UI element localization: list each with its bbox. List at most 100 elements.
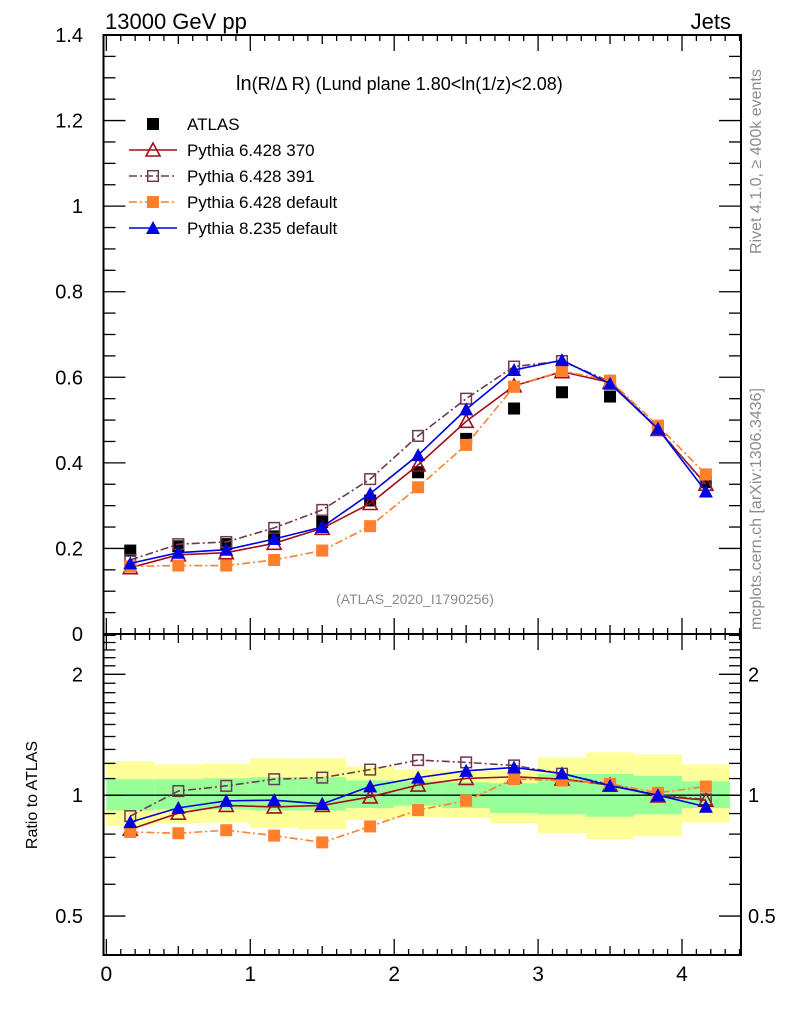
data-point-pythia-6-428-391: [316, 503, 329, 516]
data-point-pythia-8-235-default: [650, 421, 665, 435]
ratio-point-pythia-6-428-default: [268, 829, 281, 842]
legend-marker-atlas: [147, 118, 159, 130]
data-point-atlas: [508, 402, 521, 415]
ratio-point-pythia-6-428-370: [361, 788, 379, 804]
y-tick-label: 1: [72, 196, 83, 218]
ratio-point-pythia-6-428-default: [412, 804, 425, 817]
data-point-pythia-6-428-default: [412, 481, 425, 494]
ratio-point-pythia-8-235-default: [411, 770, 426, 784]
y-tick-label: 0: [72, 624, 83, 646]
data-point-pythia-8-235-default: [123, 556, 138, 570]
ratio-y-tick-label-right: 1: [748, 785, 759, 807]
legend-marker-pythia-6-428-391: [146, 169, 160, 183]
main-plot-axes: 0 0.2 0.4 0.6 0.8 1 1.2 1.4: [55, 25, 742, 646]
x-tick-label: 0: [101, 963, 113, 986]
data-point-pythia-6-428-default: [460, 438, 473, 451]
ratio-point-pythia-8-235-default: [315, 796, 330, 810]
legend-marker-pythia-6-428-370: [144, 141, 162, 157]
ratio-point-pythia-6-428-391: [412, 754, 425, 767]
y-tick-label: 0.6: [55, 367, 83, 389]
y-tick-label: 0.4: [55, 453, 83, 475]
data-point-pythia-6-428-391: [364, 473, 377, 486]
legend-entry-atlas: ATLAS: [147, 115, 240, 134]
ratio-point-pythia-6-428-default: [508, 773, 521, 786]
data-point-pythia-6-428-default: [172, 559, 185, 572]
ratio-point-pythia-6-428-391: [268, 773, 281, 786]
legend-label-atlas: ATLAS: [187, 115, 240, 134]
ratio-y-tick-label-left: 1: [72, 785, 83, 807]
ratio-point-pythia-6-428-default: [124, 825, 137, 838]
ratio-point-pythia-6-428-default: [172, 827, 185, 840]
y-tick-label: 1.4: [55, 25, 83, 47]
data-point-pythia-8-235-default: [267, 532, 282, 546]
ratio-point-pythia-8-235-default: [554, 766, 569, 780]
ratio-point-pythia-6-428-370: [457, 769, 475, 786]
data-point-pythia-6-428-default: [268, 553, 281, 566]
data-point-pythia-6-428-default: [364, 520, 377, 533]
ratio-point-pythia-6-428-default: [316, 836, 329, 849]
ratio-y-axis-label: Ratio to ATLAS: [24, 741, 41, 849]
ratio-point-pythia-8-235-default: [123, 815, 138, 829]
data-point-pythia-8-235-default: [363, 486, 378, 500]
data-point-pythia-6-428-default: [316, 544, 329, 557]
ratio-point-pythia-8-235-default: [507, 760, 522, 774]
ratio-point-pythia-8-235-default: [219, 793, 234, 807]
data-point-atlas: [124, 544, 137, 557]
ratio-plot-axes: 0 1 2 3 4 0.5 0.5 1 1 2 2: [55, 633, 776, 986]
ratio-point-pythia-6-428-391: [172, 785, 185, 798]
legend: ATLAS Pythia 6.428 370 Pythia 6.428 391 Pyt…: [129, 115, 338, 238]
ratio-y-tick-label-right: 0.5: [748, 906, 776, 928]
ratio-point-pythia-6-428-370: [265, 798, 283, 814]
ratio-y-tick-label-left: 0.5: [55, 906, 83, 928]
data-point-atlas: [412, 466, 425, 479]
legend-label-pythia-6-428-370: Pythia 6.428 370: [187, 141, 315, 160]
data-point-atlas: [604, 390, 617, 403]
header-left-label: 13000 GeV pp: [105, 9, 247, 34]
data-point-pythia-6-428-391: [412, 429, 425, 442]
series-pythia-8-235-default: [123, 353, 713, 570]
ratio-point-pythia-8-235-default: [267, 793, 282, 807]
ratio-point-pythia-6-428-391: [220, 779, 233, 792]
ratio-point-pythia-6-428-391: [316, 771, 329, 784]
data-point-pythia-8-235-default: [219, 542, 234, 556]
main-plot-series: [121, 353, 715, 575]
mcplots-label: mcplots.cern.ch [arXiv:1306.3436]: [748, 388, 765, 630]
data-point-pythia-8-235-default: [171, 545, 186, 559]
legend-entry-pythia-6-428-391: Pythia 6.428 391: [129, 167, 315, 186]
ratio-point-pythia-8-235-default: [171, 800, 186, 814]
legend-marker-pythia-6-428-default: [147, 196, 159, 208]
plot-title-rest: (R/Δ R) (Lund plane 1.80<ln(1/z)<2.08): [252, 74, 563, 94]
ratio-y-tick-label-left: 2: [72, 664, 83, 686]
y-tick-label: 0.2: [55, 538, 83, 560]
data-point-pythia-8-235-default: [507, 363, 522, 377]
ratio-point-pythia-8-235-default: [603, 778, 618, 792]
ratio-plot-frame: [102, 633, 742, 956]
plot-title-prefix: ln: [236, 73, 252, 95]
ratio-point-pythia-6-428-370: [409, 776, 427, 792]
data-point-pythia-8-235-default: [315, 520, 330, 534]
legend-entry-pythia-8-235-default: Pythia 8.235 default: [129, 219, 338, 238]
ratio-plot-series: [121, 754, 715, 849]
data-point-pythia-6-428-default: [555, 364, 568, 377]
data-point-pythia-6-428-default: [508, 380, 521, 393]
ratio-series-pythia-8-235-default: [123, 760, 713, 829]
y-tick-label: 0.8: [55, 282, 83, 304]
ratio-point-pythia-6-428-default: [364, 820, 377, 833]
legend-marker-pythia-8-235-default: [146, 221, 160, 234]
legend-entry-pythia-6-428-370: Pythia 6.428 370: [129, 141, 315, 160]
legend-label-pythia-6-428-391: Pythia 6.428 391: [187, 167, 315, 186]
ratio-point-pythia-8-235-default: [698, 799, 713, 813]
y-tick-label: 1.2: [55, 111, 83, 133]
legend-entry-pythia-6-428-default: Pythia 6.428 default: [129, 193, 338, 212]
x-tick-label: 2: [388, 963, 400, 986]
legend-label-pythia-6-428-default: Pythia 6.428 default: [187, 193, 338, 212]
ratio-point-pythia-6-428-default: [699, 780, 712, 793]
data-point-pythia-8-235-default: [411, 448, 426, 462]
data-point-pythia-6-428-370: [409, 456, 427, 472]
header-right-label: Jets: [691, 9, 731, 34]
ratio-point-pythia-6-428-default: [220, 824, 233, 837]
x-tick-label: 3: [532, 963, 544, 986]
data-point-pythia-8-235-default: [698, 484, 713, 498]
x-tick-label: 1: [244, 963, 256, 986]
